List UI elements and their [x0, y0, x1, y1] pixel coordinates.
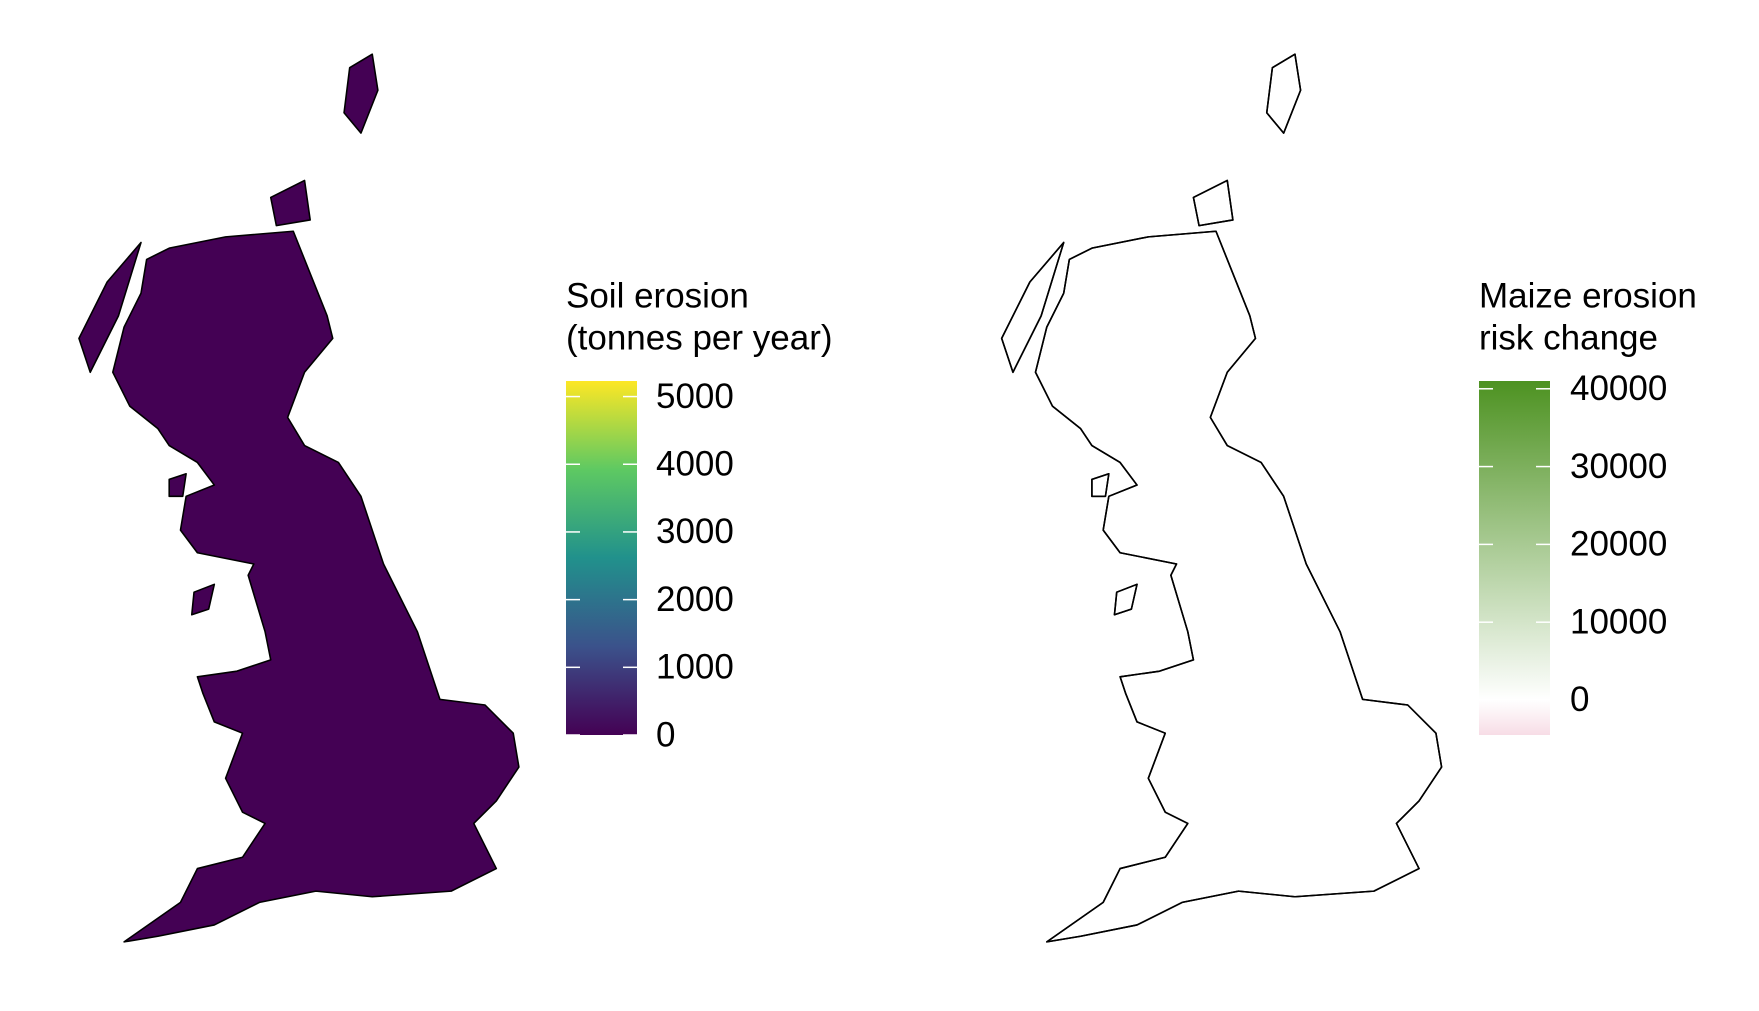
- tick-label: 0: [656, 715, 675, 754]
- land: [78, 53, 520, 943]
- legend-title: (tonnes per year): [566, 318, 833, 357]
- tick-label: 2000: [656, 580, 734, 619]
- tick-label: 1000: [656, 648, 734, 687]
- tick-label: 0: [1570, 680, 1589, 719]
- legend-title: Soil erosion: [566, 276, 749, 315]
- tick-label: 5000: [656, 377, 734, 416]
- maps: [78, 53, 1443, 943]
- legend-title: Maize erosion: [1479, 276, 1697, 315]
- tick-label: 30000: [1570, 447, 1667, 486]
- tick-label: 20000: [1570, 525, 1667, 564]
- colorbar: [566, 381, 637, 735]
- legend-title: risk change: [1479, 318, 1658, 357]
- tick-label: 4000: [656, 445, 734, 484]
- left-map: [78, 53, 520, 943]
- right-map: [1000, 53, 1443, 943]
- tick-label: 3000: [656, 512, 734, 551]
- land: [1000, 53, 1443, 943]
- tick-label: 10000: [1570, 602, 1667, 641]
- tick-label: 40000: [1570, 369, 1667, 408]
- colorbar: [1479, 381, 1550, 735]
